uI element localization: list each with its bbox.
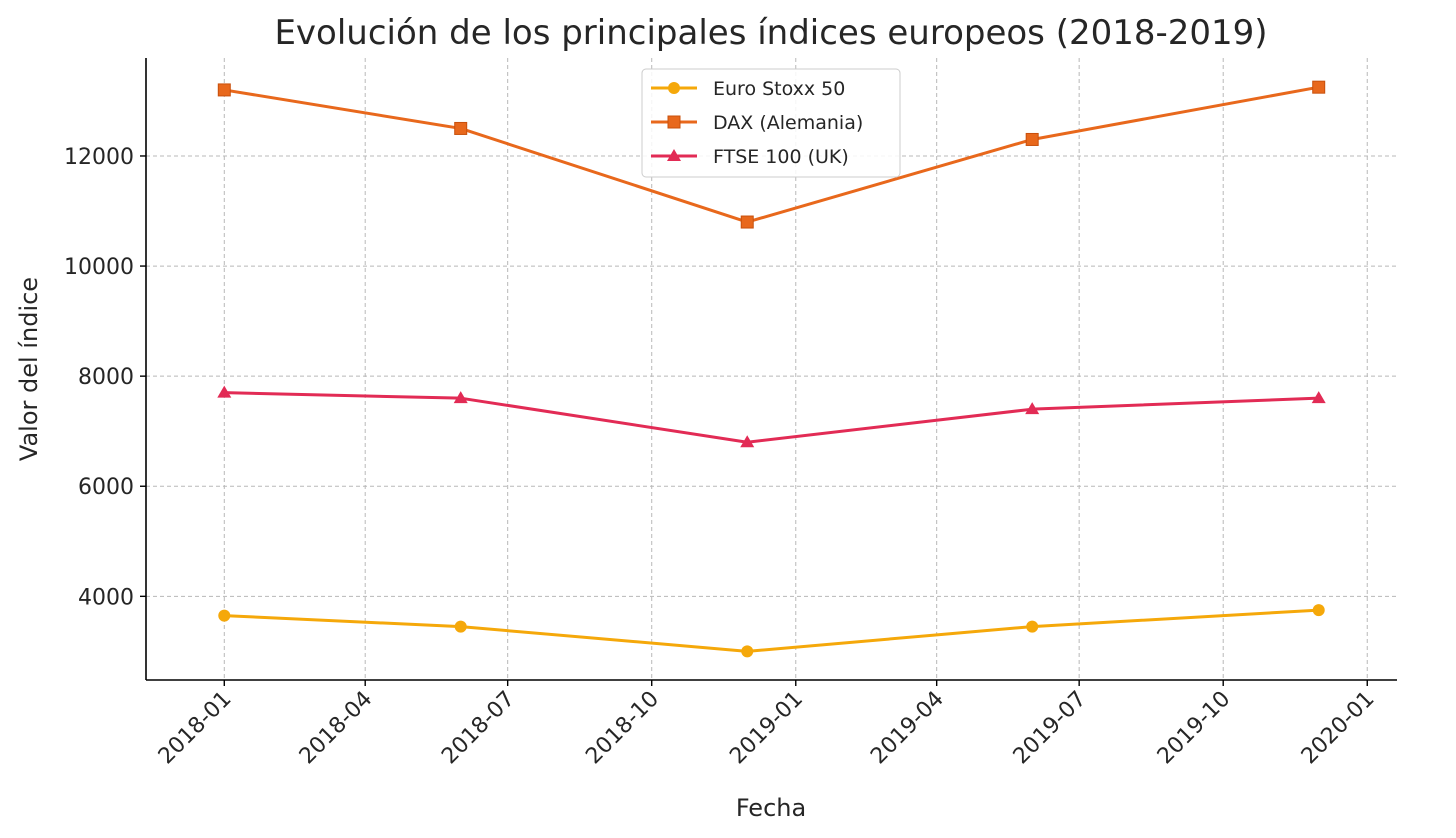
legend-label-ftse-100-uk: FTSE 100 (UK) [713,146,849,168]
series-dax-alemania [217,80,1326,229]
x-tick-label: 2018-04 [295,687,378,770]
legend-marker-ftse-100-uk [667,149,681,161]
data-point-euro-stoxx-50 [454,620,467,633]
series-euro-stoxx-50 [218,604,1325,658]
series-ftse-100-uk [217,385,1326,448]
axes [145,58,1397,681]
data-point-euro-stoxx-50 [1026,620,1039,633]
grid [146,58,1397,680]
series-layer [217,80,1326,658]
series-line-euro-stoxx-50 [224,608,1319,653]
x-tick-label: 2019-07 [1009,687,1092,770]
legend-marker-euro-stoxx-50 [668,82,680,94]
data-point-ftse-100-uk [217,385,232,398]
chart-title: Evolución de los principales índices eur… [274,13,1267,53]
y-tick-label: 8000 [78,365,134,390]
y-tick-label: 4000 [78,585,134,610]
data-point-ftse-100-uk [453,391,468,404]
x-tick-label: 2019-04 [866,687,949,770]
y-axis-label: Valor del índice [15,277,43,461]
data-point-dax-alemania [1025,132,1039,146]
x-tick-label: 2019-10 [1153,687,1236,770]
data-point-ftse-100-uk [1025,402,1040,415]
ticks: 2018-01 2018-04 2018-07 2018-10 2019-01 2019-… [64,145,1379,769]
legend-item-dax-alemania: DAX (Alemania) [651,112,863,134]
data-point-dax-alemania [454,121,468,135]
data-point-ftse-100-uk [1311,391,1326,404]
x-tick-label: 2020-01 [1297,687,1380,770]
legend-label-euro-stoxx-50: Euro Stoxx 50 [713,78,845,100]
y-tick-label: 10000 [64,255,134,280]
data-point-euro-stoxx-50 [1312,604,1325,617]
x-axis-label: Fecha [736,794,806,822]
x-tick-label: 2018-07 [437,687,520,770]
legend-item-euro-stoxx-50: Euro Stoxx 50 [651,78,845,100]
legend-item-ftse-100-uk: FTSE 100 (UK) [651,146,849,168]
series-line-ftse-100-uk [224,391,1319,444]
y-tick-label: 6000 [78,475,134,500]
legend-box [641,68,901,178]
y-tick-label: 12000 [64,145,134,170]
x-tick-label: 2018-10 [581,687,664,770]
legend: Euro Stoxx 50 DAX (Alemania) FTSE 100 (UK) [641,68,901,178]
data-point-dax-alemania [740,215,754,229]
x-tick-label: 2019-01 [725,687,808,770]
data-point-dax-alemania [1312,80,1326,94]
data-point-euro-stoxx-50 [218,609,231,622]
data-point-dax-alemania [217,83,231,97]
x-tick-label: 2018-01 [154,687,237,770]
data-point-ftse-100-uk [740,435,755,448]
legend-marker-dax-alemania [667,115,681,129]
data-point-euro-stoxx-50 [741,645,754,658]
legend-label-dax-alemania: DAX (Alemania) [713,112,863,134]
